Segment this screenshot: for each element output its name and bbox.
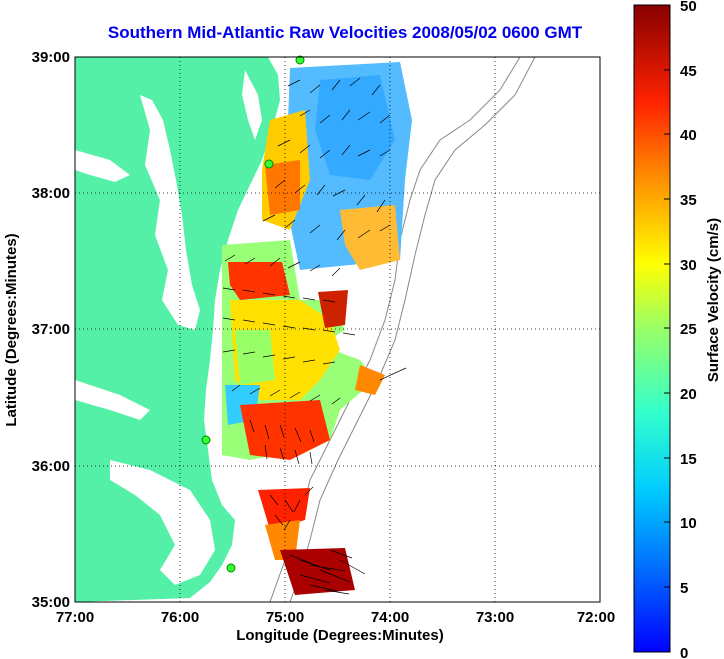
y-axis-label: Latitude (Degrees:Minutes) [3, 233, 20, 426]
x-tick-label: 75:00 [266, 609, 304, 626]
colorbar-label: Surface Velocity (cm/s) [705, 218, 722, 382]
x-tick-label: 76:00 [161, 609, 199, 626]
y-tick-label: 35:00 [32, 594, 70, 611]
colorbar-tick-label: 30 [680, 257, 697, 274]
radar-station [264, 159, 274, 169]
colorbar-tick-label: 35 [680, 192, 697, 209]
y-tick-label: 36:00 [32, 458, 70, 475]
y-tick-label: 37:00 [32, 321, 70, 338]
y-tick-label: 39:00 [32, 49, 70, 66]
map-grid [75, 57, 600, 602]
river-inlet-2 [75, 380, 150, 420]
colorbar-tick-label: 50 [680, 0, 697, 15]
radar-station [201, 435, 211, 445]
delaware-bay [242, 70, 262, 140]
velocity-arrows [222, 77, 407, 595]
x-tick-label: 73:00 [476, 609, 514, 626]
y-tick-label: 38:00 [32, 185, 70, 202]
colorbar-tick-label: 5 [680, 580, 688, 597]
chesapeake-bay [140, 95, 200, 330]
colorbar-tick-label: 40 [680, 127, 697, 144]
x-tick-label: 77:00 [56, 609, 94, 626]
colorbar-tick-label: 45 [680, 63, 697, 80]
colorbar-tick-label: 20 [680, 386, 697, 403]
map-title: Southern Mid-Atlantic Raw Velocities 200… [107, 23, 583, 42]
colorbar-ticks [664, 4, 670, 653]
plot-frame [74, 56, 601, 603]
x-tick-label: 72:00 [577, 609, 615, 626]
river-inlet [75, 150, 130, 182]
bathymetry-contour-2 [289, 57, 536, 602]
colorbar-tick-label: 15 [680, 451, 697, 468]
radar-station [226, 563, 236, 573]
pamlico-sound [110, 460, 215, 585]
colorbar-tick-label: 10 [680, 515, 697, 532]
x-tick-label: 74:00 [371, 609, 409, 626]
x-axis-label: Longitude (Degrees:Minutes) [236, 627, 444, 644]
colorbar-tick-label: 0 [680, 645, 688, 659]
radar-station [295, 55, 305, 65]
colorbar-tick-label: 25 [680, 321, 697, 338]
radar-stations [201, 55, 305, 573]
